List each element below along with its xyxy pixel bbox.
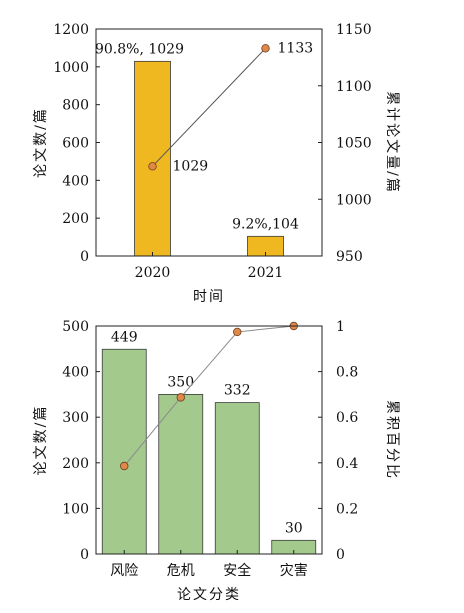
bar-label-3: 30	[285, 520, 303, 536]
x-tick-label-1: 2021	[248, 265, 284, 281]
y2-tick-label-3: 1100	[336, 79, 372, 95]
bar-label-1: 9.2%,104	[232, 216, 299, 232]
x-tick-label-3: 灾害	[280, 562, 308, 579]
plot-frame	[95, 325, 323, 555]
y-axis-title: 论文数/篇	[33, 107, 49, 178]
y-tick-label-0: 0	[80, 547, 89, 563]
y2-tick-label-1: 0.2	[336, 501, 358, 517]
y2-axis-title: 累计论文量/篇	[384, 91, 400, 194]
bar-label-0: 90.8%, 1029	[95, 41, 184, 57]
x-tick-label-0: 2020	[135, 265, 171, 281]
y2-tick-label-0: 0	[336, 547, 345, 563]
y2-tick-label-1: 1000	[336, 192, 372, 208]
bar-0	[101, 348, 147, 555]
cumulative-line	[123, 325, 294, 467]
line-label-0: 1029	[173, 158, 209, 174]
y2-tick-label-2: 1050	[336, 136, 372, 152]
x-tick-label-1: 危机	[167, 563, 195, 579]
x-tick-label-2: 安全	[223, 562, 251, 579]
y-tick-label-4: 400	[62, 365, 89, 381]
y2-tick-label-2: 0.4	[336, 456, 358, 472]
bar-label-1: 350	[167, 374, 194, 390]
y2-tick-label-0: 950	[336, 249, 363, 265]
y-tick-label-0: 0	[80, 249, 89, 265]
y2-axis-title: 累积百分比	[384, 400, 400, 480]
line-point-1	[176, 393, 185, 402]
y2-tick-label-5: 1	[336, 319, 345, 335]
bar-label-2: 332	[224, 383, 251, 399]
y2-tick-label-4: 1150	[336, 22, 372, 38]
y2-tick-label-4: 0.8	[336, 365, 358, 381]
y-tick-label-5: 500	[62, 319, 89, 335]
y-tick-label-4: 800	[62, 98, 89, 114]
line-label-1: 1133	[278, 40, 314, 56]
x-tick-label-0: 风险	[110, 563, 138, 579]
y-tick-label-1: 100	[62, 501, 89, 517]
y-tick-label-3: 300	[62, 410, 89, 426]
bar-2	[214, 402, 260, 555]
y-tick-label-5: 1000	[53, 60, 89, 76]
y-tick-label-2: 200	[62, 456, 89, 472]
line-point-0	[148, 162, 157, 171]
bar-label-0: 449	[111, 329, 138, 345]
line-point-1	[261, 44, 270, 53]
line-point-0	[120, 461, 129, 471]
y-tick-label-1: 200	[62, 211, 89, 227]
x-axis-title: 论文分类	[177, 587, 241, 603]
cumulative-line	[152, 47, 266, 167]
y-tick-label-3: 600	[62, 136, 89, 152]
y2-tick-label-3: 0.6	[336, 410, 358, 426]
y-tick-label-6: 1200	[53, 22, 89, 38]
x-axis-title: 时间	[193, 289, 225, 305]
line-point-2	[233, 327, 242, 337]
bar-0	[134, 60, 171, 257]
y-axis-title: 论文数/篇	[33, 405, 49, 476]
bar-1	[158, 393, 204, 555]
y-tick-label-2: 400	[62, 173, 89, 189]
